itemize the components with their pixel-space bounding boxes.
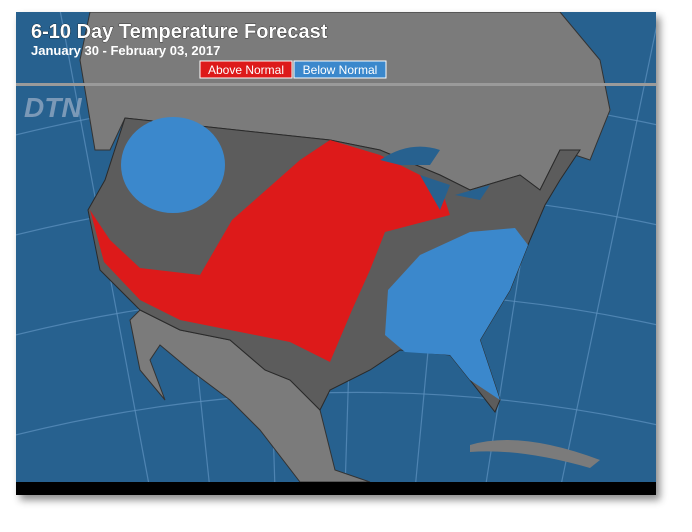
legend: Above Normal Below Normal	[199, 60, 387, 79]
legend-label: Above Normal	[208, 63, 284, 77]
logo: DTN	[24, 92, 82, 123]
title: 6-10 Day Temperature Forecast	[31, 21, 328, 43]
below-normal-area-southeast	[385, 228, 528, 400]
legend-label: Below Normal	[303, 63, 378, 77]
above-normal-area	[90, 140, 450, 362]
footer-bar	[16, 482, 656, 495]
great-lakes	[380, 146, 490, 210]
below-normal-area-northwest	[121, 117, 225, 213]
legend-swatch	[199, 60, 293, 79]
map-body: DTN 6-10 Day Temperature Forecast Januar…	[16, 12, 656, 482]
subtitle: January 30 - February 03, 2017	[31, 43, 220, 58]
header-rule	[16, 83, 656, 86]
cuba	[470, 440, 600, 468]
legend-swatch	[293, 60, 387, 79]
